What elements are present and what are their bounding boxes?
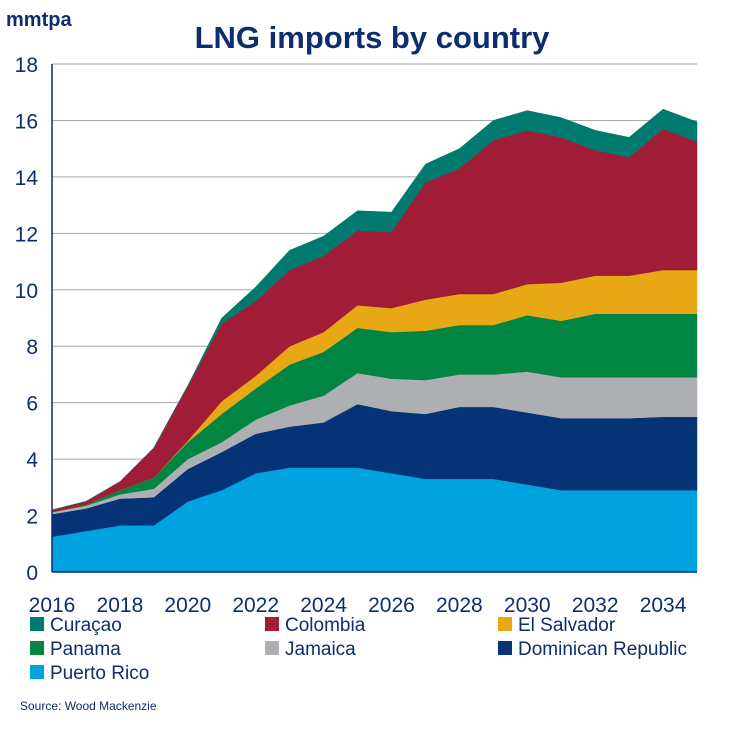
y-tick-label: 0 — [26, 562, 38, 585]
x-tick-label: 2016 — [29, 594, 76, 617]
legend-swatch — [265, 641, 279, 655]
y-tick-label: 6 — [26, 393, 38, 416]
y-tick-label: 18 — [15, 54, 38, 77]
legend-label: Panama — [50, 639, 121, 660]
y-tick-labels: 0 2 4 6 8 10 12 14 16 18 — [15, 54, 39, 585]
legend-item: El Salvador — [498, 615, 616, 636]
x-tick-label: 2028 — [436, 594, 483, 617]
legend-label: Curaçao — [50, 615, 122, 636]
legend-swatch — [498, 617, 512, 631]
x-tick-label: 2032 — [572, 594, 619, 617]
y-axis-unit: mmtpa — [6, 9, 72, 31]
legend-item: Dominican Republic — [498, 639, 687, 660]
legend: Curaçao Colombia El Salvador Panama Jamaica D… — [30, 615, 687, 684]
y-tick-label: 12 — [15, 223, 38, 246]
x-tick-label: 2024 — [300, 594, 347, 617]
x-tick-label: 2034 — [640, 594, 687, 617]
y-tick-label: 16 — [15, 110, 38, 133]
legend-item: Panama — [30, 639, 121, 660]
legend-swatch — [265, 617, 279, 631]
legend-item: Puerto Rico — [30, 663, 149, 684]
legend-label: Jamaica — [285, 639, 356, 660]
chart-title: LNG imports by country — [195, 20, 551, 55]
axes — [51, 64, 697, 573]
x-tick-label: 2018 — [97, 594, 144, 617]
y-tick-label: 8 — [26, 336, 38, 359]
legend-swatch — [498, 641, 512, 655]
y-tick-label: 14 — [15, 167, 39, 190]
area-cura-ao — [51, 108, 698, 511]
x-tick-label: 2030 — [504, 594, 551, 617]
legend-label: El Salvador — [518, 615, 616, 636]
x-tick-label: 2026 — [368, 594, 415, 617]
legend-swatch — [30, 665, 44, 679]
legend-item: Colombia — [265, 615, 366, 636]
x-tick-label: 2022 — [232, 594, 279, 617]
legend-label: Dominican Republic — [518, 639, 687, 660]
legend-item: Curaçao — [30, 615, 122, 636]
legend-swatch — [30, 617, 44, 631]
y-tick-label: 4 — [26, 449, 38, 472]
legend-item: Jamaica — [265, 639, 356, 660]
x-tick-label: 2020 — [164, 594, 211, 617]
y-tick-label: 10 — [15, 280, 38, 303]
legend-label: Puerto Rico — [50, 663, 149, 684]
stacked-areas — [51, 108, 698, 573]
source-note: Source: Wood Mackenzie — [20, 699, 157, 713]
legend-swatch — [30, 641, 44, 655]
legend-label: Colombia — [285, 615, 366, 636]
y-tick-label: 2 — [26, 506, 38, 529]
x-tick-labels: 2016 2018 2020 2022 2024 2026 2028 2030 2032 2034 — [29, 594, 687, 617]
